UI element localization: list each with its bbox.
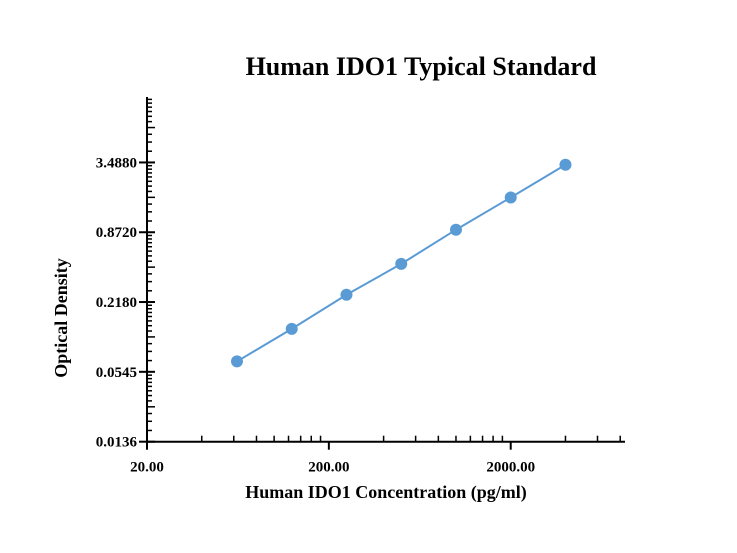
- y-axis-label: Optical Density: [51, 258, 71, 378]
- y-tick-label: 0.0545: [96, 365, 137, 381]
- y-tick-label: 3.4880: [96, 155, 137, 171]
- chart-title: Human IDO1 Typical Standard: [245, 52, 597, 81]
- data-point: [285, 322, 298, 335]
- data-point: [395, 257, 408, 270]
- y-tick-label: 0.2180: [96, 295, 137, 311]
- x-tick-label: 20.00: [130, 460, 164, 476]
- data-point: [559, 158, 572, 171]
- data-point: [230, 355, 243, 368]
- x-axis-label: Human IDO1 Concentration (pg/ml): [245, 482, 527, 503]
- data-point: [449, 223, 462, 236]
- x-tick-label: 200.00: [308, 460, 349, 476]
- y-tick-label: 0.0136: [96, 435, 138, 451]
- y-tick-label: 0.8720: [96, 225, 137, 241]
- x-tick-label: 2000.00: [486, 460, 535, 476]
- data-point: [340, 288, 353, 301]
- data-point: [504, 191, 517, 204]
